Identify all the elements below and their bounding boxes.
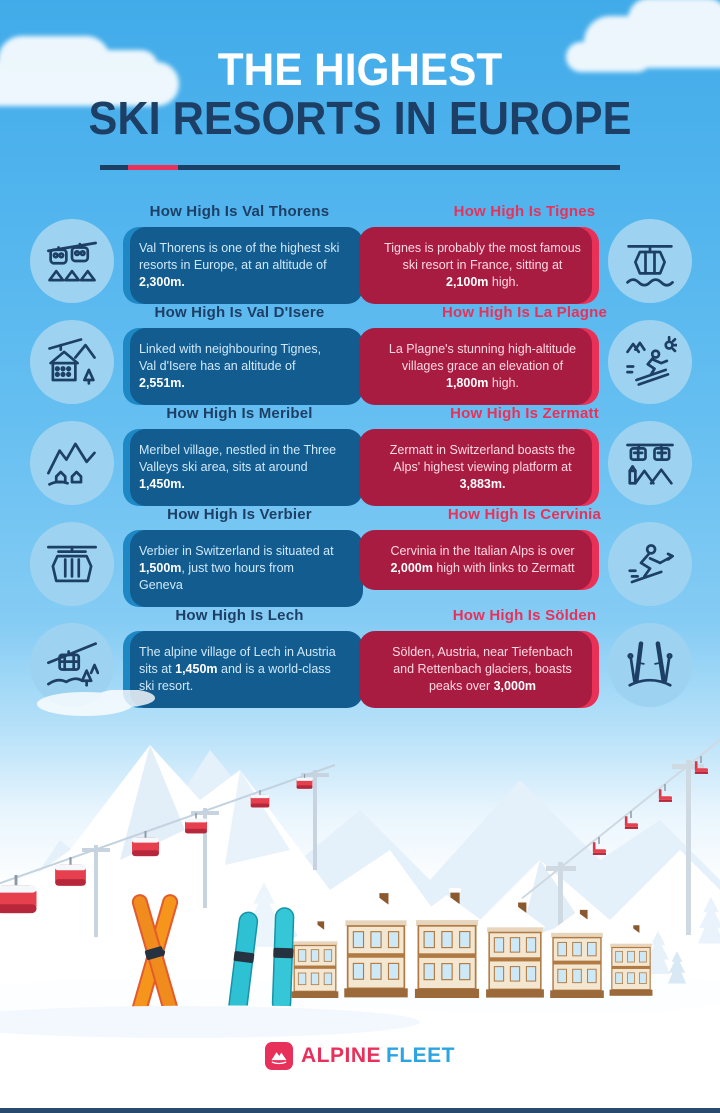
skier-tuck-icon-circle: [608, 522, 692, 606]
resort-heading: How High Is Zermatt: [450, 405, 599, 422]
buildings: [290, 888, 654, 998]
resort-card: Meribel village, nestled in the Three Va…: [123, 429, 356, 506]
resort-module-right: How High Is Tignes Tignes is probably the…: [366, 203, 692, 304]
resort-card: Val Thorens is one of the highest ski re…: [123, 227, 356, 304]
resort-heading: How High Is Val D'Isere: [154, 304, 325, 321]
card-stack: How High Is Lech The alpine village of Le…: [123, 607, 356, 708]
mountains: [0, 745, 720, 1040]
resort-description: The alpine village of Lech in Austria si…: [139, 645, 336, 693]
skier-downhill-icon: [623, 335, 677, 389]
resort-module-left: How High Is Meribel Meribel village, nest…: [30, 405, 356, 506]
title-underline-accent: [128, 165, 178, 170]
resort-description: Linked with neighbouring Tignes, Val d'I…: [139, 342, 322, 390]
title-underline: [100, 165, 620, 170]
crossed-skis: [131, 894, 179, 1016]
gondola-icon-circle: [608, 219, 692, 303]
slope-cable-car-icon: [45, 638, 99, 692]
card-stack: How High Is Sölden Sölden, Austria, near …: [366, 607, 599, 708]
cards-grid: How High Is Val Thorens Val Thorens is on…: [30, 203, 692, 708]
gondola-pair-icon: [45, 234, 99, 288]
mountain-scene: [0, 690, 720, 1040]
cable-cars-icon: [623, 436, 677, 490]
resort-row: How High Is Meribel Meribel village, nest…: [30, 405, 692, 506]
resort-heading: How High Is Val Thorens: [149, 203, 330, 220]
resort-description: Tignes is probably the most famous ski r…: [384, 241, 581, 289]
foreground-snow: [0, 1004, 720, 1040]
resort-description: Sölden, Austria, near Tiefenbach and Ret…: [392, 645, 573, 693]
card-stack: How High Is Cervinia Cervinia in the Ital…: [366, 506, 601, 606]
gondola-icon: [623, 234, 677, 288]
brand-footer: ALPINE FLEET: [0, 1042, 720, 1070]
mountain-logo-icon: [264, 1042, 293, 1070]
resort-row: How High Is Lech The alpine village of Le…: [30, 607, 692, 708]
resort-description: Cervinia in the Italian Alps is over 2,0…: [390, 544, 575, 575]
cloud: [566, 0, 720, 72]
resort-module-left: How High Is Val D'Isere Linked with neigh…: [30, 304, 356, 405]
cable-cars-icon-circle: [608, 421, 692, 505]
skier-tuck-icon: [623, 537, 677, 591]
gondola-cabin-icon-circle: [30, 522, 114, 606]
resort-card: Verbier in Switzerland is situated at 1,…: [123, 530, 356, 607]
resort-row: How High Is Val D'Isere Linked with neigh…: [30, 304, 692, 405]
resort-card: La Plagne's stunning high-altitude villa…: [366, 328, 599, 405]
cable-car-line: [0, 764, 336, 937]
mountain-village-icon-circle: [30, 421, 114, 505]
pine-trees: [246, 882, 720, 984]
card-stack: How High Is Zermatt Zermatt in Switzerlan…: [366, 405, 599, 506]
standing-skis-icon-circle: [608, 623, 692, 707]
resort-heading: How High Is Tignes: [453, 203, 596, 220]
page-title: THE HIGHEST SKI RESORTS IN EUROPE: [22, 46, 699, 142]
gondola-cabin-icon: [45, 537, 99, 591]
card-stack: How High Is La Plagne La Plagne's stunnin…: [366, 304, 607, 405]
resort-description: Zermatt in Switzerland boasts the Alps' …: [389, 443, 576, 491]
resort-module-right: How High Is Cervinia Cervinia in the Ital…: [366, 506, 692, 606]
resort-module-left: How High Is Val Thorens Val Thorens is on…: [30, 203, 356, 304]
gondola-pair-icon-circle: [30, 219, 114, 303]
resort-heading: How High Is La Plagne: [441, 304, 608, 321]
resort-description: Meribel village, nestled in the Three Va…: [139, 443, 337, 491]
resort-heading: How High Is Cervinia: [447, 506, 602, 523]
resort-card: Zermatt in Switzerland boasts the Alps' …: [366, 429, 599, 506]
standing-skis-icon: [623, 638, 677, 692]
chalet-icon: [45, 335, 99, 389]
cloud: [0, 36, 179, 106]
card-stack: How High Is Val D'Isere Linked with neigh…: [123, 304, 356, 405]
title-line-1: THE HIGHEST: [217, 44, 503, 95]
title-line-2: SKI RESORTS IN EUROPE: [88, 91, 632, 144]
resort-description: Verbier in Switzerland is situated at 1,…: [139, 544, 334, 592]
bottom-border: [0, 1108, 720, 1113]
brand-name-alpine: ALPINE: [300, 1044, 381, 1067]
snowboards: [228, 907, 295, 1017]
resort-description: La Plagne's stunning high-altitude villa…: [388, 342, 577, 390]
mountain-village-icon: [45, 436, 99, 490]
resort-card: Tignes is probably the most famous ski r…: [366, 227, 599, 304]
resort-row: How High Is Val Thorens Val Thorens is on…: [30, 203, 692, 304]
resort-card: Cervinia in the Italian Alps is over 2,0…: [366, 530, 599, 590]
resort-module-right: How High Is La Plagne La Plagne's stunnin…: [366, 304, 692, 405]
card-stack: How High Is Meribel Meribel village, nest…: [123, 405, 356, 506]
snow-ground: [0, 976, 720, 1040]
resort-row: How High Is Verbier Verbier in Switzerlan…: [30, 506, 692, 607]
resort-card: Linked with neighbouring Tignes, Val d'I…: [123, 328, 356, 405]
resort-card: Sölden, Austria, near Tiefenbach and Ret…: [366, 631, 599, 708]
resort-module-right: How High Is Zermatt Zermatt in Switzerlan…: [366, 405, 692, 506]
card-stack: How High Is Verbier Verbier in Switzerlan…: [123, 506, 356, 607]
resort-module-left: How High Is Verbier Verbier in Switzerlan…: [30, 506, 356, 607]
card-stack: How High Is Tignes Tignes is probably the…: [366, 203, 599, 304]
resort-module-right: How High Is Sölden Sölden, Austria, near …: [366, 607, 692, 708]
card-stack: How High Is Val Thorens Val Thorens is on…: [123, 203, 356, 304]
resort-description: Val Thorens is one of the highest ski re…: [139, 241, 340, 289]
resort-card: The alpine village of Lech in Austria si…: [123, 631, 356, 708]
far-mountain-ridge: [0, 750, 720, 1040]
skier-downhill-icon-circle: [608, 320, 692, 404]
slope-cable-car-icon-circle: [30, 623, 114, 707]
resort-heading: How High Is Meribel: [166, 405, 313, 422]
resort-heading: How High Is Sölden: [452, 607, 597, 624]
chalet-icon-circle: [30, 320, 114, 404]
chairlift-line: [519, 739, 720, 972]
resort-heading: How High Is Lech: [175, 607, 304, 624]
resort-heading: How High Is Verbier: [167, 506, 312, 523]
resort-module-left: How High Is Lech The alpine village of Le…: [30, 607, 356, 708]
brand-name-fleet: FLEET: [386, 1044, 455, 1067]
